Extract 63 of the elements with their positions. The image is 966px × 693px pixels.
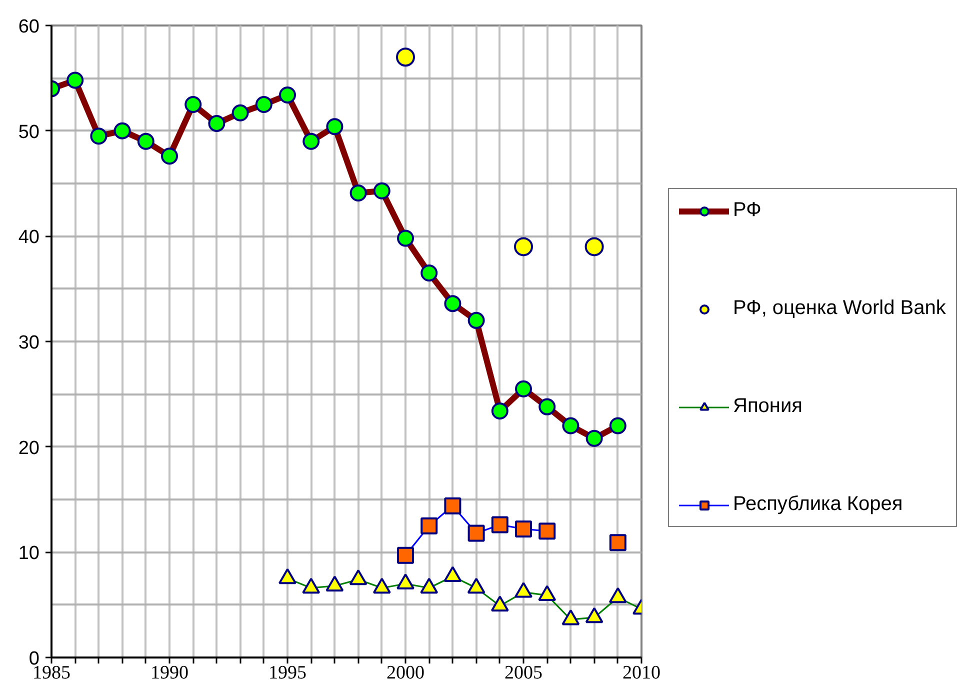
y-tick-label: 50 — [18, 122, 40, 143]
point — [491, 402, 508, 420]
point — [514, 582, 532, 598]
point — [420, 264, 438, 282]
point — [420, 578, 438, 594]
point — [538, 398, 556, 416]
x-tick-label: 1990 — [150, 662, 188, 684]
point — [538, 585, 556, 601]
point — [208, 114, 226, 132]
point — [372, 578, 391, 594]
point — [90, 128, 108, 145]
point — [609, 417, 626, 434]
point — [468, 524, 485, 542]
legend-label: РФ — [733, 199, 762, 222]
point — [137, 132, 154, 150]
point — [349, 569, 368, 586]
point — [161, 148, 178, 165]
x-tick-label: 1995 — [268, 662, 306, 684]
point — [468, 312, 485, 329]
point — [350, 184, 367, 202]
legend-label: Республика Корея — [733, 493, 903, 516]
point — [373, 182, 390, 200]
x-tick-label: 2010 — [622, 662, 660, 684]
y-tick-label: 30 — [18, 332, 40, 354]
legend-label: Япония — [733, 395, 802, 418]
point — [396, 48, 415, 67]
point — [397, 546, 414, 564]
point — [584, 237, 604, 256]
point — [66, 72, 84, 89]
point — [491, 516, 508, 534]
point — [279, 86, 296, 104]
point — [562, 609, 580, 626]
point — [326, 576, 344, 592]
point — [444, 497, 462, 514]
point — [608, 587, 627, 604]
x-tick-label: 2005 — [504, 662, 542, 684]
point — [232, 104, 249, 122]
point — [114, 122, 131, 140]
point — [585, 607, 604, 624]
legend-label: РФ, оценка World Bank — [733, 297, 946, 320]
point — [397, 230, 414, 247]
point — [444, 295, 462, 312]
point — [396, 574, 414, 590]
point — [302, 132, 320, 150]
x-tick-label: 2000 — [386, 662, 424, 684]
point — [278, 568, 296, 584]
point — [255, 96, 272, 113]
y-tick-label: 40 — [18, 227, 40, 248]
point — [515, 380, 532, 398]
y-tick-label: 20 — [18, 438, 40, 459]
point — [302, 578, 320, 594]
point — [326, 118, 344, 136]
point — [490, 596, 509, 612]
point — [467, 578, 486, 594]
y-tick-label: 60 — [18, 16, 40, 38]
point — [514, 237, 533, 256]
point — [586, 430, 603, 447]
point — [444, 566, 462, 582]
y-tick-label: 10 — [18, 543, 40, 564]
point — [562, 417, 580, 434]
point — [184, 96, 202, 113]
point — [515, 520, 532, 538]
point — [420, 517, 438, 534]
